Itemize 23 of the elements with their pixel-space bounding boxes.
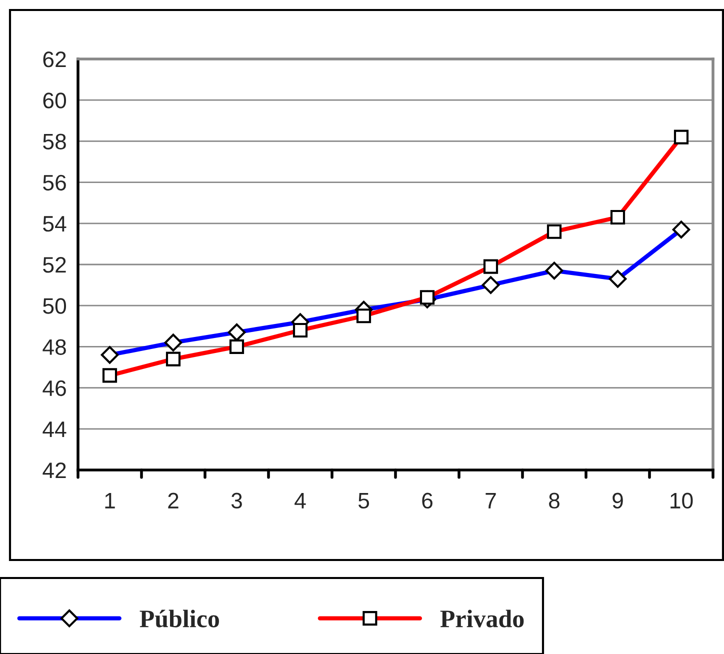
legend-label: Público [140, 610, 219, 628]
x-tick-label: 4 [294, 493, 306, 508]
x-tick-label: 5 [358, 493, 369, 509]
y-tick-label: 44 [42, 422, 66, 437]
x-tick-label: 6 [422, 492, 432, 509]
x-tick-label: 7 [486, 493, 496, 508]
x-tick-label: 9 [612, 492, 623, 509]
y-tick-label: 42 [42, 462, 66, 478]
y-tick-label: 62 [43, 52, 66, 68]
y-tick-label: 60 [43, 92, 66, 108]
y-tick-label: 48 [42, 339, 66, 355]
y-tick-label: 50 [43, 298, 66, 314]
x-tick-label: 8 [549, 492, 560, 509]
y-tick-label: 58 [43, 134, 66, 150]
y-tick-label: 56 [43, 174, 66, 191]
y-tick-label: 46 [42, 380, 66, 396]
x-tick-label: 1 [105, 493, 115, 508]
y-tick-label: 52 [43, 257, 66, 273]
x-tick-label: 10 [670, 492, 693, 509]
legend-label: Privado [440, 610, 524, 628]
x-tick-label: 3 [231, 492, 242, 509]
y-tick-label: 54 [43, 216, 66, 232]
x-tick-label: 2 [168, 492, 178, 508]
